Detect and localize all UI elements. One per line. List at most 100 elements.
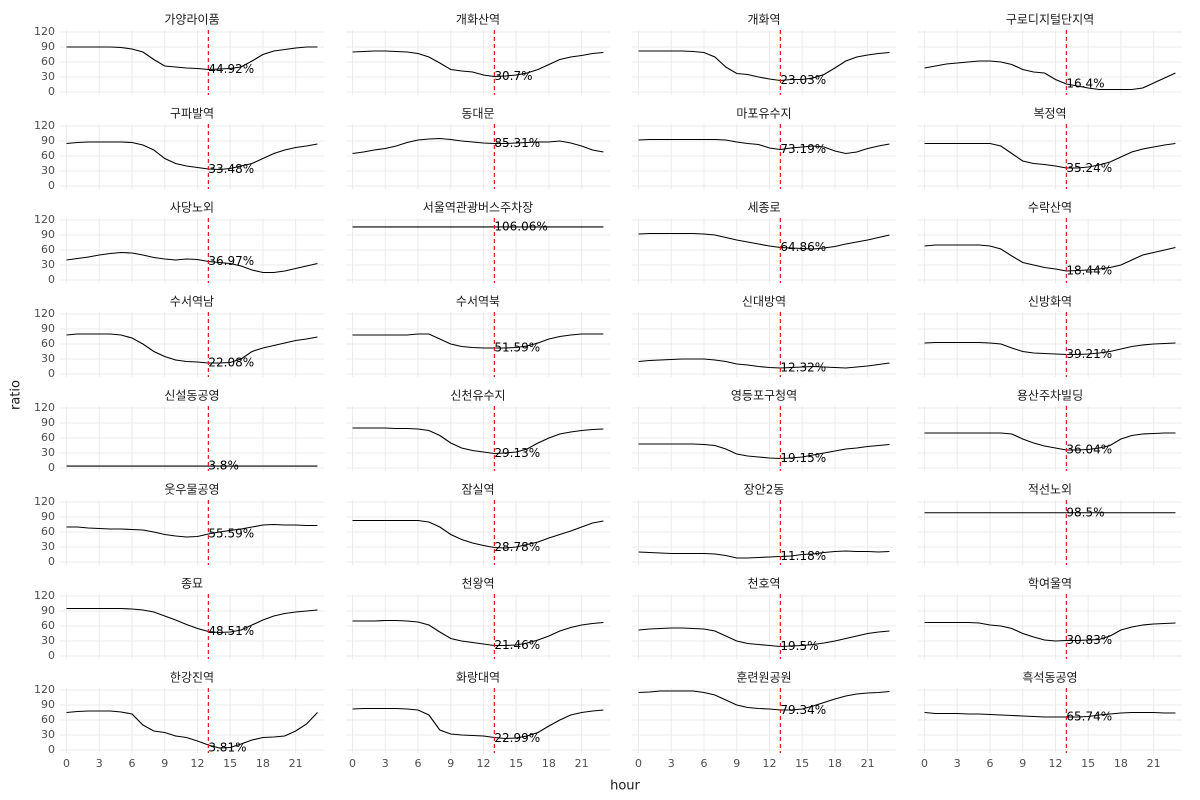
y-tick-label: 120 xyxy=(34,307,55,320)
x-tick-label: 3 xyxy=(668,757,675,770)
x-tick-label: 9 xyxy=(447,757,454,770)
data-line xyxy=(924,341,1176,356)
y-tick-label: 0 xyxy=(48,367,55,380)
data-line xyxy=(66,46,318,71)
x-tick-label: 15 xyxy=(795,757,809,770)
data-line xyxy=(352,707,604,740)
x-tick-label: 15 xyxy=(223,757,237,770)
marker-label: 22.08% xyxy=(208,355,254,369)
panel-title: 서울역관광버스주차장 xyxy=(423,201,533,215)
data-line xyxy=(352,519,604,549)
panel-title: 수락산역 xyxy=(1028,201,1072,215)
panel-title: 신대방역 xyxy=(742,295,786,309)
marker-label: 3.81% xyxy=(208,741,246,755)
y-tick-label: 0 xyxy=(48,179,55,192)
data-line xyxy=(352,137,604,155)
data-line xyxy=(66,523,318,538)
panel-title: 천왕역 xyxy=(461,576,494,591)
panel-title: 적선노외 xyxy=(1028,483,1072,497)
x-tick-label: 12 xyxy=(190,757,204,770)
marker-label: 19.5% xyxy=(780,639,818,653)
panel-title: 구로디지털단지역 xyxy=(1006,13,1094,27)
y-tick-label: 120 xyxy=(34,401,55,414)
x-tick-label: 6 xyxy=(701,757,708,770)
panel-title: 신설동공영 xyxy=(164,389,219,403)
x-tick-label: 3 xyxy=(382,757,389,770)
y-tick-label: 60 xyxy=(41,713,55,726)
x-tick-label: 9 xyxy=(733,757,740,770)
y-tick-label: 90 xyxy=(41,228,55,241)
y-tick-label: 30 xyxy=(41,446,55,459)
y-tick-label: 120 xyxy=(34,119,55,132)
marker-label: 36.97% xyxy=(208,254,254,268)
x-tick-label: 0 xyxy=(921,757,928,770)
panel-title: 흑석동공영 xyxy=(1022,671,1077,685)
panel-title: 학여울역 xyxy=(1028,577,1072,591)
marker-label: 18.44% xyxy=(1066,263,1112,277)
y-tick-label: 30 xyxy=(41,540,55,553)
y-tick-label: 0 xyxy=(48,555,55,568)
x-tick-label: 15 xyxy=(1081,757,1095,770)
marker-label: 19.15% xyxy=(780,451,826,465)
y-tick-label: 30 xyxy=(41,164,55,177)
marker-label: 98.5% xyxy=(1066,505,1104,519)
data-line xyxy=(66,607,318,634)
panel-title: 동대문 xyxy=(461,107,494,121)
marker-label: 21.46% xyxy=(494,638,540,652)
data-line xyxy=(66,710,318,749)
panel-title: 구파발역 xyxy=(170,107,214,121)
marker-label: 64.86% xyxy=(780,240,826,254)
y-tick-label: 60 xyxy=(41,149,55,162)
panel-title: 천호역 xyxy=(747,576,780,591)
data-line xyxy=(352,50,604,78)
y-tick-label: 90 xyxy=(41,604,55,617)
y-tick-label: 90 xyxy=(41,698,55,711)
data-line xyxy=(638,627,890,648)
marker-label: 39.21% xyxy=(1066,347,1112,361)
data-line xyxy=(638,550,890,559)
y-tick-label: 60 xyxy=(41,525,55,538)
y-tick-label: 120 xyxy=(34,213,55,226)
panel-title: 수서역북 xyxy=(456,295,500,309)
marker-label: 33.48% xyxy=(208,162,254,176)
x-tick-label: 21 xyxy=(289,757,303,770)
marker-label: 23.03% xyxy=(780,73,826,87)
y-tick-label: 0 xyxy=(48,743,55,756)
x-tick-label: 15 xyxy=(509,757,523,770)
x-tick-label: 0 xyxy=(349,757,356,770)
x-tick-label: 18 xyxy=(256,757,270,770)
y-tick-label: 120 xyxy=(34,495,55,508)
marker-label: 16.4% xyxy=(1066,76,1104,90)
data-line xyxy=(66,251,318,274)
y-tick-label: 90 xyxy=(41,322,55,335)
panel-title: 개화역 xyxy=(747,13,780,27)
y-tick-label: 30 xyxy=(41,634,55,647)
y-tick-label: 60 xyxy=(41,431,55,444)
panel-title: 잠실역 xyxy=(461,483,494,497)
data-line xyxy=(638,50,890,82)
x-tick-label: 21 xyxy=(1147,757,1161,770)
data-line xyxy=(924,711,1176,718)
data-line xyxy=(924,142,1176,169)
y-tick-label: 0 xyxy=(48,649,55,662)
marker-label: 30.7% xyxy=(494,69,532,83)
x-tick-label: 9 xyxy=(1019,757,1026,770)
x-tick-label: 12 xyxy=(1048,757,1062,770)
marker-label: 36.04% xyxy=(1066,442,1112,456)
x-tick-label: 0 xyxy=(635,757,642,770)
x-tick-label: 6 xyxy=(129,757,136,770)
marker-label: 65.74% xyxy=(1066,710,1112,724)
x-tick-label: 21 xyxy=(861,757,875,770)
data-line xyxy=(924,621,1176,642)
y-tick-label: 120 xyxy=(34,589,55,602)
y-tick-label: 30 xyxy=(41,258,55,271)
y-tick-label: 60 xyxy=(41,243,55,256)
y-tick-label: 30 xyxy=(41,352,55,365)
x-tick-label: 18 xyxy=(542,757,556,770)
panel-title: 가양라이품 xyxy=(164,13,219,27)
marker-label: 28.78% xyxy=(494,540,540,554)
y-tick-label: 30 xyxy=(41,728,55,741)
y-tick-label: 0 xyxy=(48,85,55,98)
y-tick-label: 90 xyxy=(41,134,55,147)
